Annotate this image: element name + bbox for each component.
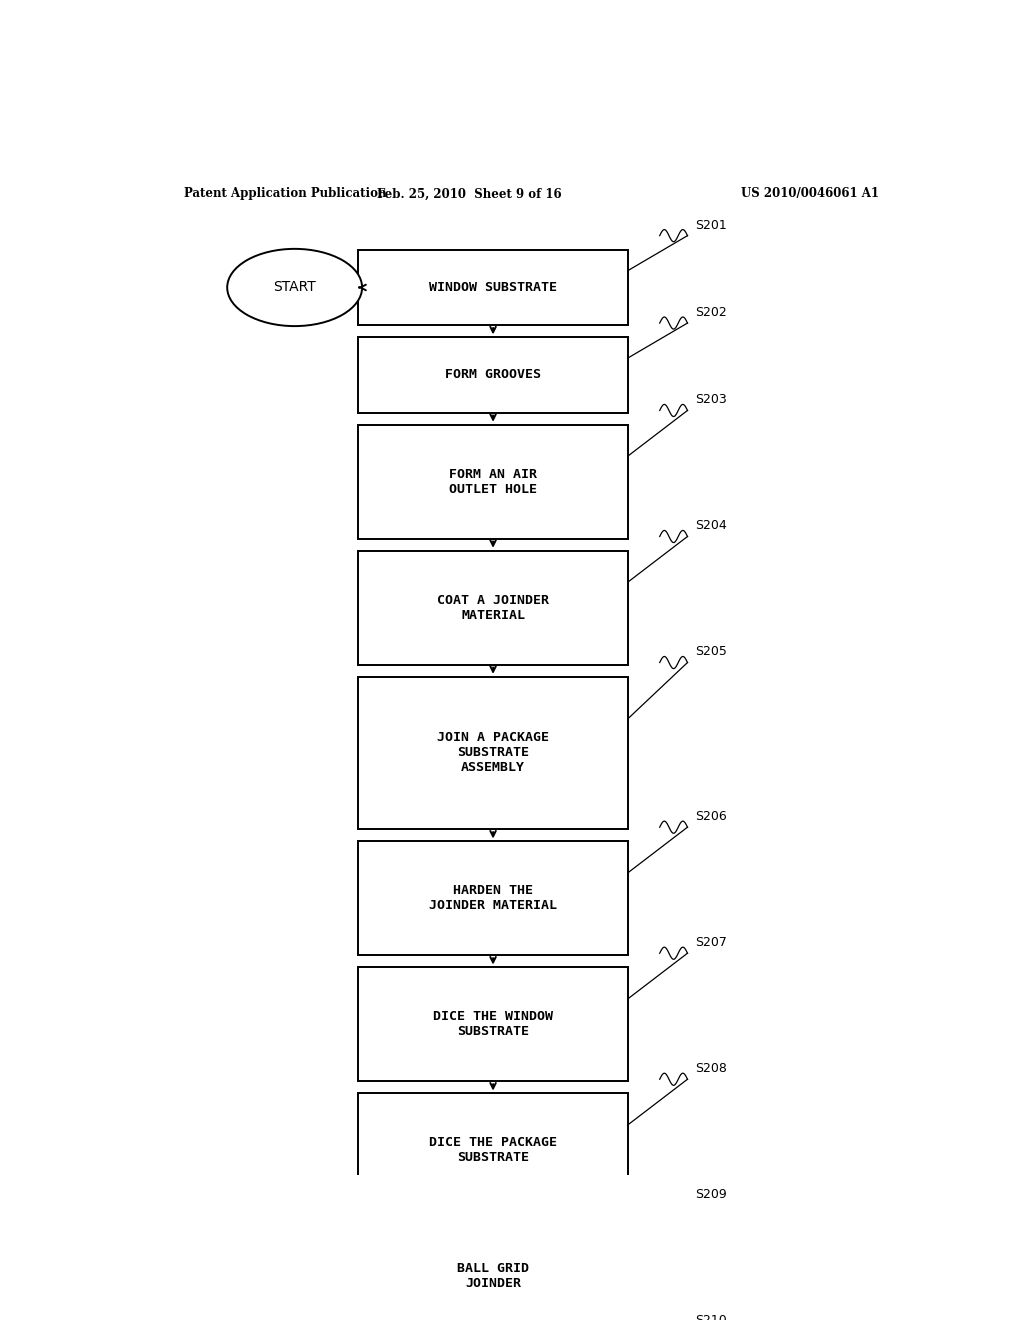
Text: S203: S203 xyxy=(695,393,727,407)
Text: S207: S207 xyxy=(695,936,727,949)
Text: S208: S208 xyxy=(695,1063,727,1076)
Text: S209: S209 xyxy=(695,1188,727,1201)
Text: FORM AN AIR
OUTLET HOLE: FORM AN AIR OUTLET HOLE xyxy=(450,467,537,495)
Text: S206: S206 xyxy=(695,810,727,824)
Text: DICE THE PACKAGE
SUBSTRATE: DICE THE PACKAGE SUBSTRATE xyxy=(429,1137,557,1164)
Text: BALL GRID
JOINDER: BALL GRID JOINDER xyxy=(457,1262,529,1291)
Text: HARDEN THE
JOINDER MATERIAL: HARDEN THE JOINDER MATERIAL xyxy=(429,884,557,912)
Bar xyxy=(358,1093,628,1208)
Bar xyxy=(358,550,628,664)
Text: S202: S202 xyxy=(695,306,727,319)
Text: WINDOW SUBSTRATE: WINDOW SUBSTRATE xyxy=(429,281,557,294)
Text: S201: S201 xyxy=(695,219,727,231)
Text: FORM GROOVES: FORM GROOVES xyxy=(445,368,541,381)
Bar xyxy=(358,968,628,1081)
Text: Feb. 25, 2010  Sheet 9 of 16: Feb. 25, 2010 Sheet 9 of 16 xyxy=(377,187,561,201)
Ellipse shape xyxy=(227,249,362,326)
Bar xyxy=(358,1220,628,1320)
Bar xyxy=(358,841,628,956)
Text: Patent Application Publication: Patent Application Publication xyxy=(183,187,386,201)
Text: START: START xyxy=(273,280,316,294)
Text: S210: S210 xyxy=(695,1315,727,1320)
Text: JOIN A PACKAGE
SUBSTRATE
ASSEMBLY: JOIN A PACKAGE SUBSTRATE ASSEMBLY xyxy=(437,731,549,775)
Text: S205: S205 xyxy=(695,645,727,659)
Text: S204: S204 xyxy=(695,520,727,532)
Bar xyxy=(358,425,628,539)
Text: COAT A JOINDER
MATERIAL: COAT A JOINDER MATERIAL xyxy=(437,594,549,622)
Text: US 2010/0046061 A1: US 2010/0046061 A1 xyxy=(741,187,880,201)
Bar xyxy=(358,249,628,325)
Text: DICE THE WINDOW
SUBSTRATE: DICE THE WINDOW SUBSTRATE xyxy=(433,1010,553,1039)
Bar xyxy=(358,338,628,413)
Bar xyxy=(358,677,628,829)
